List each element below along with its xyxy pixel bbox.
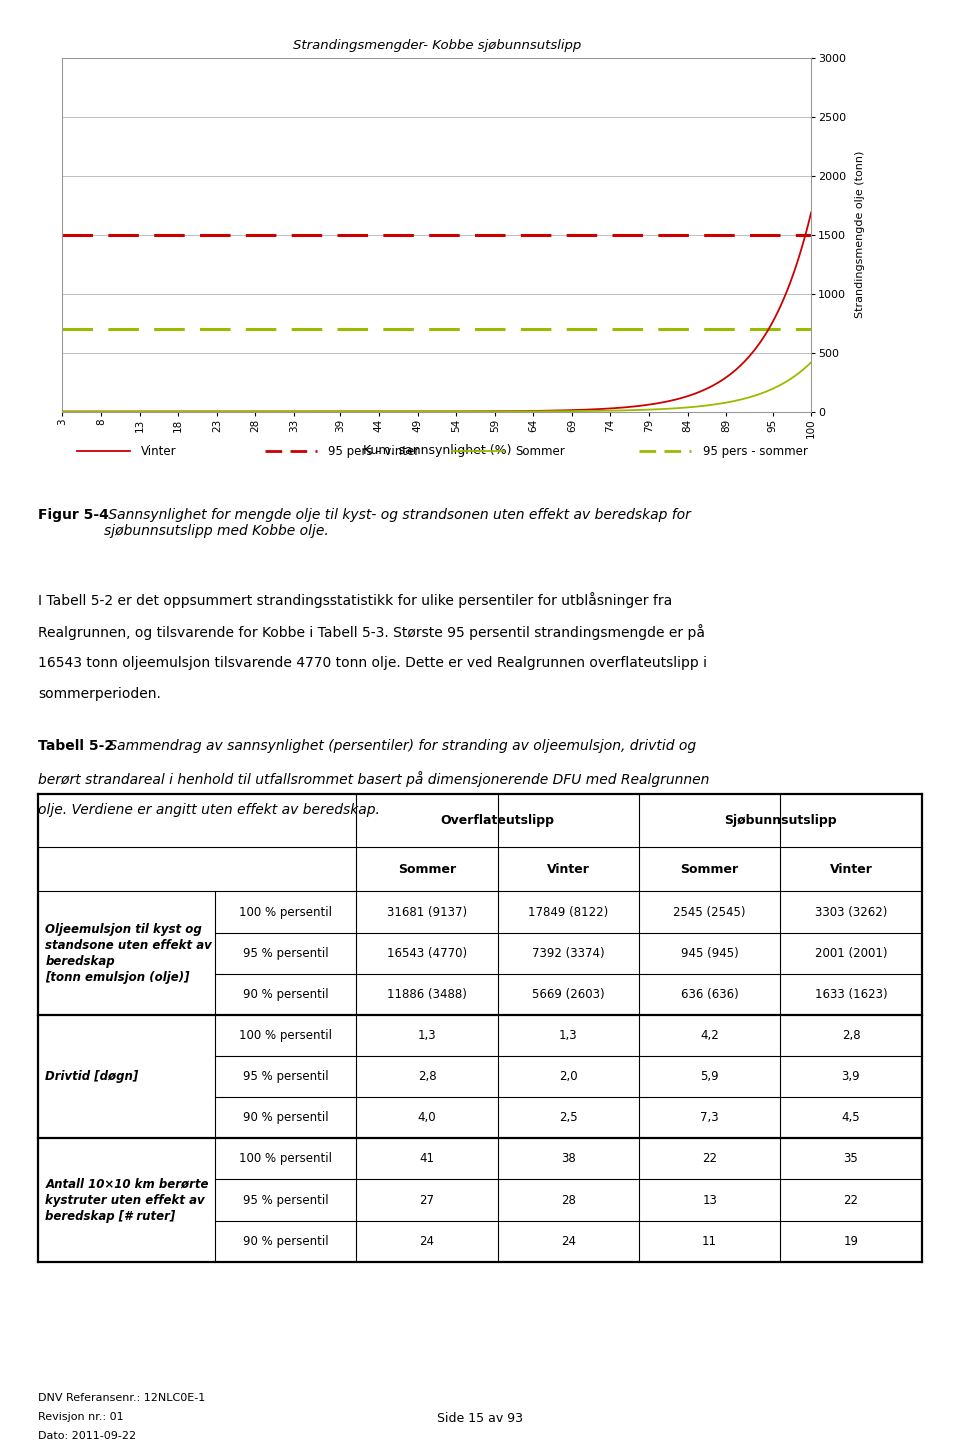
Text: 22: 22 (844, 1194, 858, 1207)
Text: Vinter: Vinter (141, 445, 177, 458)
Text: 2,5: 2,5 (559, 1112, 578, 1125)
Text: 11886 (3488): 11886 (3488) (387, 988, 467, 1001)
Text: 90 % persentil: 90 % persentil (243, 1112, 328, 1125)
Text: 35: 35 (844, 1152, 858, 1165)
Text: 5,9: 5,9 (700, 1070, 719, 1083)
Text: 13: 13 (702, 1194, 717, 1207)
Text: sommerperioden.: sommerperioden. (38, 687, 161, 702)
Text: Oljeemulsjon til kyst og
standsone uten effekt av
beredskap
[tonn emulsjon (olje: Oljeemulsjon til kyst og standsone uten … (45, 923, 212, 983)
Text: 3,9: 3,9 (842, 1070, 860, 1083)
Text: Sommer: Sommer (398, 862, 456, 875)
Text: 100 % persentil: 100 % persentil (239, 1030, 332, 1043)
Text: 16543 tonn oljeemulsjon tilsvarende 4770 tonn olje. Dette er ved Realgrunnen ove: 16543 tonn oljeemulsjon tilsvarende 4770… (38, 656, 708, 670)
Text: 100 % persentil: 100 % persentil (239, 1152, 332, 1165)
Text: Dato: 2011-09-22: Dato: 2011-09-22 (38, 1431, 136, 1441)
Title: Strandingsmengder- Kobbe sjøbunnsutslipp: Strandingsmengder- Kobbe sjøbunnsutslipp (293, 39, 581, 52)
Text: 41: 41 (420, 1152, 435, 1165)
Text: 38: 38 (561, 1152, 576, 1165)
Text: olje. Verdiene er angitt uten effekt av beredskap.: olje. Verdiene er angitt uten effekt av … (38, 803, 380, 817)
Text: Revisjon nr.: 01: Revisjon nr.: 01 (38, 1412, 124, 1422)
Text: 4,0: 4,0 (418, 1112, 437, 1125)
Text: DNV Referansenr.: 12NLC0E-1: DNV Referansenr.: 12NLC0E-1 (38, 1393, 205, 1404)
Text: 24: 24 (420, 1235, 435, 1248)
Text: Antall 10×10 km berørte
kystruter uten effekt av
beredskap [# ruter]: Antall 10×10 km berørte kystruter uten e… (45, 1177, 209, 1223)
Text: Vinter: Vinter (547, 862, 589, 875)
Y-axis label: Strandingsmengde olje (tonn): Strandingsmengde olje (tonn) (854, 152, 865, 318)
Text: I Tabell 5-2 er det oppsummert strandingsstatistikk for ulike persentiler for ut: I Tabell 5-2 er det oppsummert stranding… (38, 592, 673, 608)
Text: berørt strandareal i henhold til utfallsrommet basert på dimensjonerende DFU med: berørt strandareal i henhold til utfalls… (38, 771, 709, 787)
Text: 2,0: 2,0 (559, 1070, 578, 1083)
Text: 4,2: 4,2 (700, 1030, 719, 1043)
Text: 31681 (9137): 31681 (9137) (387, 905, 468, 918)
Text: 19: 19 (844, 1235, 858, 1248)
Text: 28: 28 (561, 1194, 576, 1207)
Text: 11: 11 (702, 1235, 717, 1248)
Text: Sommer: Sommer (516, 445, 565, 458)
Text: 2545 (2545): 2545 (2545) (673, 905, 746, 918)
Text: 95 % persentil: 95 % persentil (243, 1194, 328, 1207)
Text: 95 pers - vinter: 95 pers - vinter (328, 445, 420, 458)
Text: 17849 (8122): 17849 (8122) (528, 905, 609, 918)
Text: 7392 (3374): 7392 (3374) (532, 947, 605, 960)
Text: 2001 (2001): 2001 (2001) (815, 947, 887, 960)
Text: 95 % persentil: 95 % persentil (243, 947, 328, 960)
Text: 5669 (2603): 5669 (2603) (532, 988, 605, 1001)
Text: 100 % persentil: 100 % persentil (239, 905, 332, 918)
Text: Overflateutslipp: Overflateutslipp (441, 814, 555, 827)
Text: Sjøbunnsutslipp: Sjøbunnsutslipp (724, 814, 836, 827)
Text: Vinter: Vinter (829, 862, 873, 875)
Text: 90 % persentil: 90 % persentil (243, 988, 328, 1001)
X-axis label: Kum. sannsynlighet (%): Kum. sannsynlighet (%) (363, 443, 511, 456)
Text: 95 % persentil: 95 % persentil (243, 1070, 328, 1083)
Text: 24: 24 (561, 1235, 576, 1248)
Text: 16543 (4770): 16543 (4770) (387, 947, 468, 960)
Text: 95 pers - sommer: 95 pers - sommer (703, 445, 807, 458)
Text: 4,5: 4,5 (842, 1112, 860, 1125)
Text: 22: 22 (702, 1152, 717, 1165)
Text: 90 % persentil: 90 % persentil (243, 1235, 328, 1248)
Text: 1,3: 1,3 (418, 1030, 437, 1043)
Text: 945 (945): 945 (945) (681, 947, 738, 960)
Text: Figur 5-4: Figur 5-4 (38, 508, 109, 523)
Text: 2,8: 2,8 (842, 1030, 860, 1043)
Text: Sommer: Sommer (681, 862, 738, 875)
Text: Tabell 5-2: Tabell 5-2 (38, 739, 114, 754)
Text: Sammendrag av sannsynlighet (persentiler) for stranding av oljeemulsjon, drivtid: Sammendrag av sannsynlighet (persentiler… (104, 739, 696, 754)
Text: Realgrunnen, og tilsvarende for Kobbe i Tabell 5-3. Største 95 persentil strandi: Realgrunnen, og tilsvarende for Kobbe i … (38, 624, 706, 640)
Text: 27: 27 (420, 1194, 435, 1207)
Text: 3303 (3262): 3303 (3262) (815, 905, 887, 918)
Text: 636 (636): 636 (636) (681, 988, 738, 1001)
Text: 2,8: 2,8 (418, 1070, 437, 1083)
Text: Drivtid [døgn]: Drivtid [døgn] (45, 1070, 138, 1083)
Text: 1633 (1623): 1633 (1623) (815, 988, 887, 1001)
Text: 7,3: 7,3 (700, 1112, 719, 1125)
Text: 1,3: 1,3 (559, 1030, 578, 1043)
Text: Sannsynlighet for mengde olje til kyst- og strandsonen uten effekt av beredskap : Sannsynlighet for mengde olje til kyst- … (104, 508, 690, 539)
Text: Side 15 av 93: Side 15 av 93 (437, 1412, 523, 1425)
